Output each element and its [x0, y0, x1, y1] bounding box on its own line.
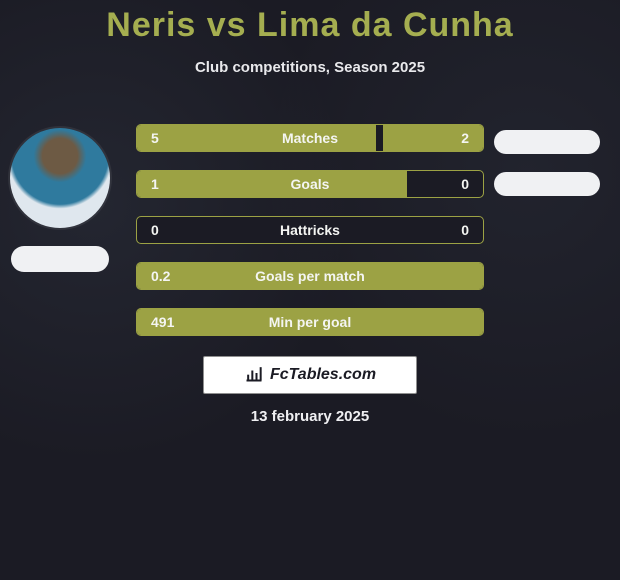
- player-right-name-pill: [494, 130, 600, 154]
- stat-row: 0Hattricks0: [136, 216, 484, 244]
- player-left-name-pill: [11, 246, 109, 272]
- stat-row: 491Min per goal: [136, 308, 484, 336]
- brand-badge[interactable]: FcTables.com: [203, 356, 417, 394]
- stat-right-value: 0: [461, 171, 469, 197]
- stat-label: Hattricks: [137, 217, 483, 243]
- stat-row: 5Matches2: [136, 124, 484, 152]
- stat-right-value: 2: [461, 125, 469, 151]
- stat-label: Min per goal: [137, 309, 483, 335]
- stats-container: 5Matches21Goals00Hattricks00.2Goals per …: [136, 124, 484, 336]
- player-right-name-pill-2: [494, 172, 600, 196]
- stat-right-value: 0: [461, 217, 469, 243]
- chart-icon: [244, 363, 264, 388]
- stat-row: 1Goals0: [136, 170, 484, 198]
- stat-label: Goals per match: [137, 263, 483, 289]
- stat-label: Goals: [137, 171, 483, 197]
- avatar-left: [10, 128, 110, 228]
- page-title: Neris vs Lima da Cunha: [0, 0, 620, 45]
- stat-row: 0.2Goals per match: [136, 262, 484, 290]
- page-subtitle: Club competitions, Season 2025: [0, 59, 620, 76]
- footer-date: 13 february 2025: [0, 408, 620, 425]
- stat-label: Matches: [137, 125, 483, 151]
- brand-label: FcTables.com: [270, 366, 376, 384]
- player-right: [494, 120, 600, 196]
- player-left: [10, 128, 110, 272]
